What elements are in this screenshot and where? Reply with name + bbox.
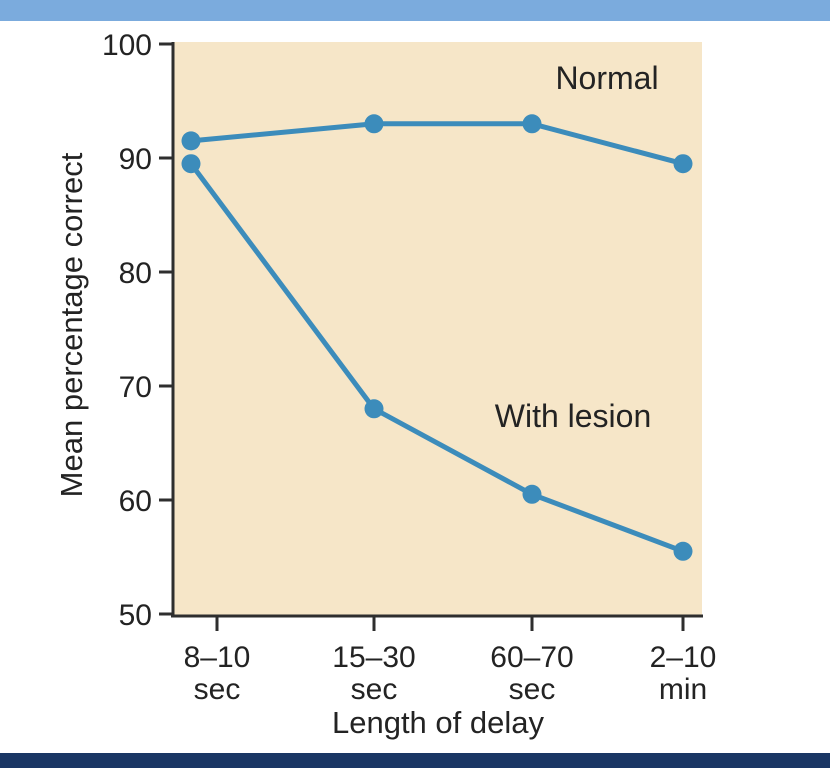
- x-tick-labels: 8–10 sec 15–30 sec 60–70 sec 2–10 min: [184, 641, 717, 706]
- x-tick-unit: sec: [509, 673, 556, 706]
- series-label-with-lesion: With lesion: [495, 398, 652, 434]
- plot-area: [174, 42, 702, 616]
- y-tick-label: 70: [119, 371, 152, 404]
- x-axis-title: Length of delay: [332, 705, 545, 740]
- x-tick-unit: min: [659, 673, 707, 706]
- top-decorative-bar: [0, 0, 830, 21]
- data-point-with-lesion: [364, 399, 384, 419]
- series-line-with-lesion: [188, 161, 686, 554]
- data-point-with-lesion: [522, 484, 542, 504]
- data-point-normal: [522, 114, 542, 134]
- x-tick-label: 60–70: [490, 641, 573, 674]
- bottom-decorative-bar: [0, 753, 830, 768]
- y-tick-label: 100: [102, 29, 152, 62]
- y-tick-label: 80: [119, 257, 152, 290]
- y-tick-marks: [159, 42, 173, 616]
- x-tick-unit: sec: [351, 673, 398, 706]
- data-point-normal: [181, 131, 201, 151]
- y-axis-title: Mean percentage correct: [54, 152, 89, 497]
- data-point-with-lesion: [181, 154, 201, 174]
- data-point-with-lesion: [673, 541, 693, 561]
- x-tick-label: 2–10: [650, 641, 717, 674]
- series-layer: [181, 114, 693, 561]
- y-tick-label: 60: [119, 485, 152, 518]
- x-tick-unit: sec: [194, 673, 241, 706]
- series-line-normal: [188, 121, 686, 167]
- x-tick-label: 15–30: [332, 641, 415, 674]
- x-tick-marks: [215, 617, 685, 631]
- y-tick-labels: 100 90 80 70 60 50: [102, 29, 152, 632]
- y-tick-label: 90: [119, 143, 152, 176]
- y-tick-label: 50: [119, 599, 152, 632]
- x-tick-label: 8–10: [184, 641, 251, 674]
- series-label-normal: Normal: [555, 60, 658, 96]
- data-point-normal: [673, 154, 693, 174]
- data-point-normal: [364, 114, 384, 134]
